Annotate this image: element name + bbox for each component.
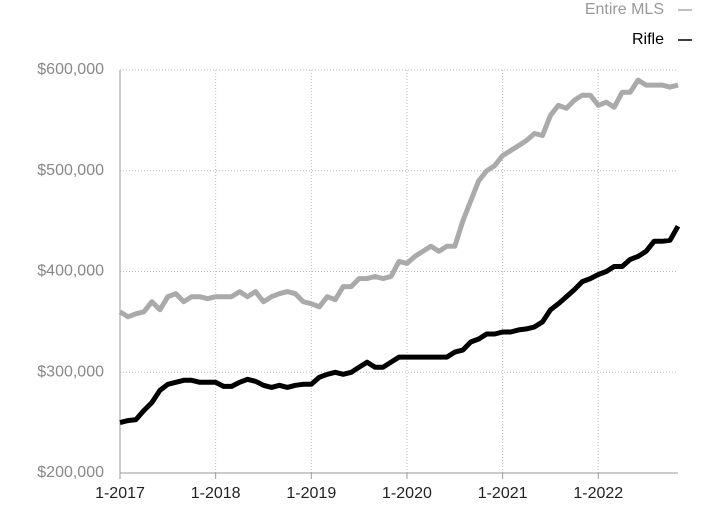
series-line <box>119 224 681 426</box>
series-line <box>118 77 679 320</box>
y-tick-label: $200,000 <box>37 464 104 481</box>
x-tick-label: 1-2019 <box>286 485 336 502</box>
y-tick-label: $300,000 <box>37 363 104 380</box>
y-tick-label: $500,000 <box>37 162 104 179</box>
legend-label: Entire MLS <box>585 1 664 18</box>
x-tick-label: 1-2021 <box>478 485 528 502</box>
x-tick-label: 1-2018 <box>191 485 241 502</box>
x-tick-label: 1-2020 <box>382 485 432 502</box>
y-tick-label: $600,000 <box>37 61 104 78</box>
x-tick-label: 1-2017 <box>95 485 145 502</box>
y-tick-label: $400,000 <box>37 263 104 280</box>
legend-label: Rifle <box>632 31 664 48</box>
x-tick-label: 1-2022 <box>573 485 623 502</box>
